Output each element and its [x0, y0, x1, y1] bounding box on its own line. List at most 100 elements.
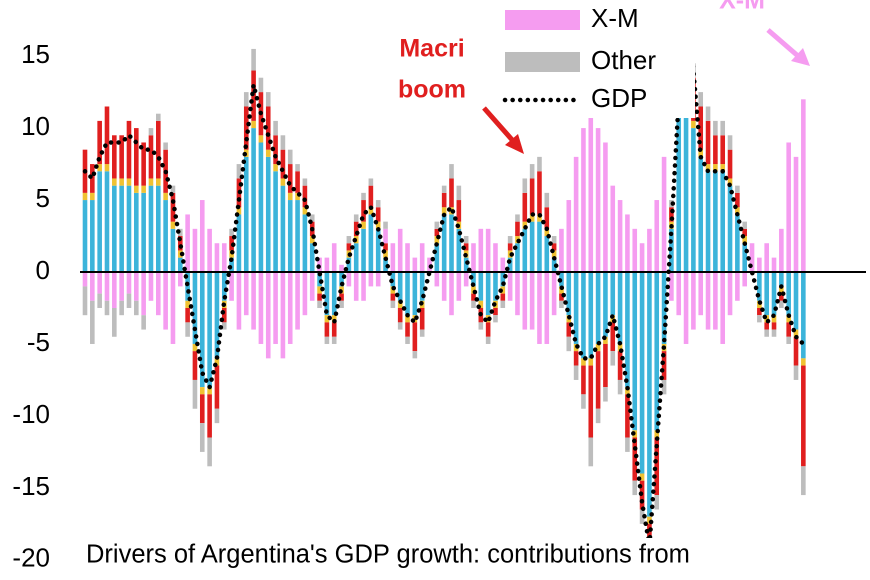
bar-segment [581, 128, 586, 273]
bar-segment [412, 322, 418, 352]
bar-segment [390, 243, 396, 273]
bar-segment [221, 307, 227, 323]
bar-segment [346, 236, 352, 244]
bar-segment [654, 430, 660, 438]
bar-segment [537, 214, 542, 222]
bar-segment [544, 207, 550, 229]
bar-segment [471, 243, 476, 273]
bar-segment [595, 351, 601, 409]
bar-segment [405, 243, 410, 273]
bar-segment [97, 120, 102, 165]
bar-segment [199, 387, 205, 395]
bar-segment [361, 221, 366, 229]
bar-segment [236, 272, 242, 330]
bar-segment [764, 322, 769, 330]
bar-segment [324, 257, 330, 273]
bar-segment [691, 120, 696, 129]
bar-segment [698, 156, 704, 273]
bar-segment [368, 185, 374, 208]
bar-segment [251, 48, 256, 71]
bar-segment [449, 272, 454, 316]
bar-segment [419, 243, 425, 273]
bar-segment [786, 315, 791, 323]
bar-segment [397, 272, 403, 301]
bar-segment [463, 243, 469, 251]
bar-segment [390, 293, 396, 301]
bar-segment [581, 272, 586, 359]
bar-segment [214, 365, 220, 409]
bar-segment [698, 272, 704, 316]
bar-segment [515, 243, 520, 273]
annotation-text: boom [398, 76, 466, 104]
annotation-arrowhead [505, 134, 524, 154]
y-tick-label: -5 [27, 327, 50, 357]
bar-segment [544, 272, 550, 344]
bar-segment [82, 200, 88, 273]
bar-segment [705, 272, 711, 330]
bar-segment [331, 315, 337, 323]
bar-segment [170, 228, 176, 273]
bar-segment [177, 257, 183, 273]
bar-segment [757, 307, 762, 316]
bar-segment [617, 379, 623, 395]
bar-segment [287, 149, 293, 165]
annotation-arrowhead [791, 48, 810, 66]
bar-segment [383, 250, 388, 258]
bar-segment [529, 164, 535, 179]
bar-segment [112, 135, 117, 179]
annotation-arrow [482, 106, 516, 144]
bar-segment [639, 243, 645, 273]
bar-segment [749, 243, 755, 273]
bar-segment [727, 185, 733, 273]
bar-segment [713, 164, 718, 172]
bar-segment [529, 214, 535, 222]
bar-segment [581, 365, 586, 395]
annotation-text: X-M [719, 0, 765, 15]
bar-segment [793, 336, 799, 366]
bar-segment [581, 394, 586, 409]
bar-segment [522, 272, 528, 330]
bar-segment [317, 272, 322, 287]
bar-segment [419, 307, 425, 330]
bar-segment [405, 315, 410, 323]
bar-segment [148, 135, 154, 179]
bar-segment [493, 307, 498, 316]
bar-segment [515, 272, 520, 316]
bar-segment [661, 156, 667, 273]
bar-segment [90, 300, 95, 344]
bar-segment [397, 228, 403, 273]
bar-segment [478, 228, 484, 273]
bar-segment [419, 272, 425, 301]
legend-label: GDP [591, 83, 647, 113]
bar-segment [295, 171, 300, 193]
bar-segment [361, 272, 366, 301]
bar-segment [412, 257, 418, 273]
bar-segment [280, 272, 286, 359]
bar-segment [625, 214, 630, 273]
bar-segment [229, 228, 234, 237]
bar-segment [698, 106, 704, 150]
bar-segment [141, 185, 146, 193]
bar-segment [148, 178, 154, 186]
bar-segment [346, 272, 352, 287]
bar-segment [156, 272, 161, 316]
bar-segment [573, 272, 579, 344]
bar-segment [280, 135, 286, 150]
bar-segment [258, 135, 264, 143]
bar-segment [705, 106, 711, 121]
bar-segment [625, 437, 630, 452]
bar-segment [119, 178, 124, 186]
bar-segment [170, 185, 176, 193]
bar-segment [243, 92, 249, 107]
bar-segment [771, 272, 777, 316]
bar-segment [273, 164, 278, 172]
bar-segment [148, 128, 154, 136]
bar-segment [295, 164, 300, 172]
bar-segment [368, 178, 374, 186]
bar-segment [683, 272, 689, 344]
bar-segment [185, 307, 190, 323]
bar-segment [199, 272, 205, 388]
bar-segment [412, 351, 418, 359]
bar-segment [97, 293, 102, 308]
bar-segment [559, 228, 564, 273]
